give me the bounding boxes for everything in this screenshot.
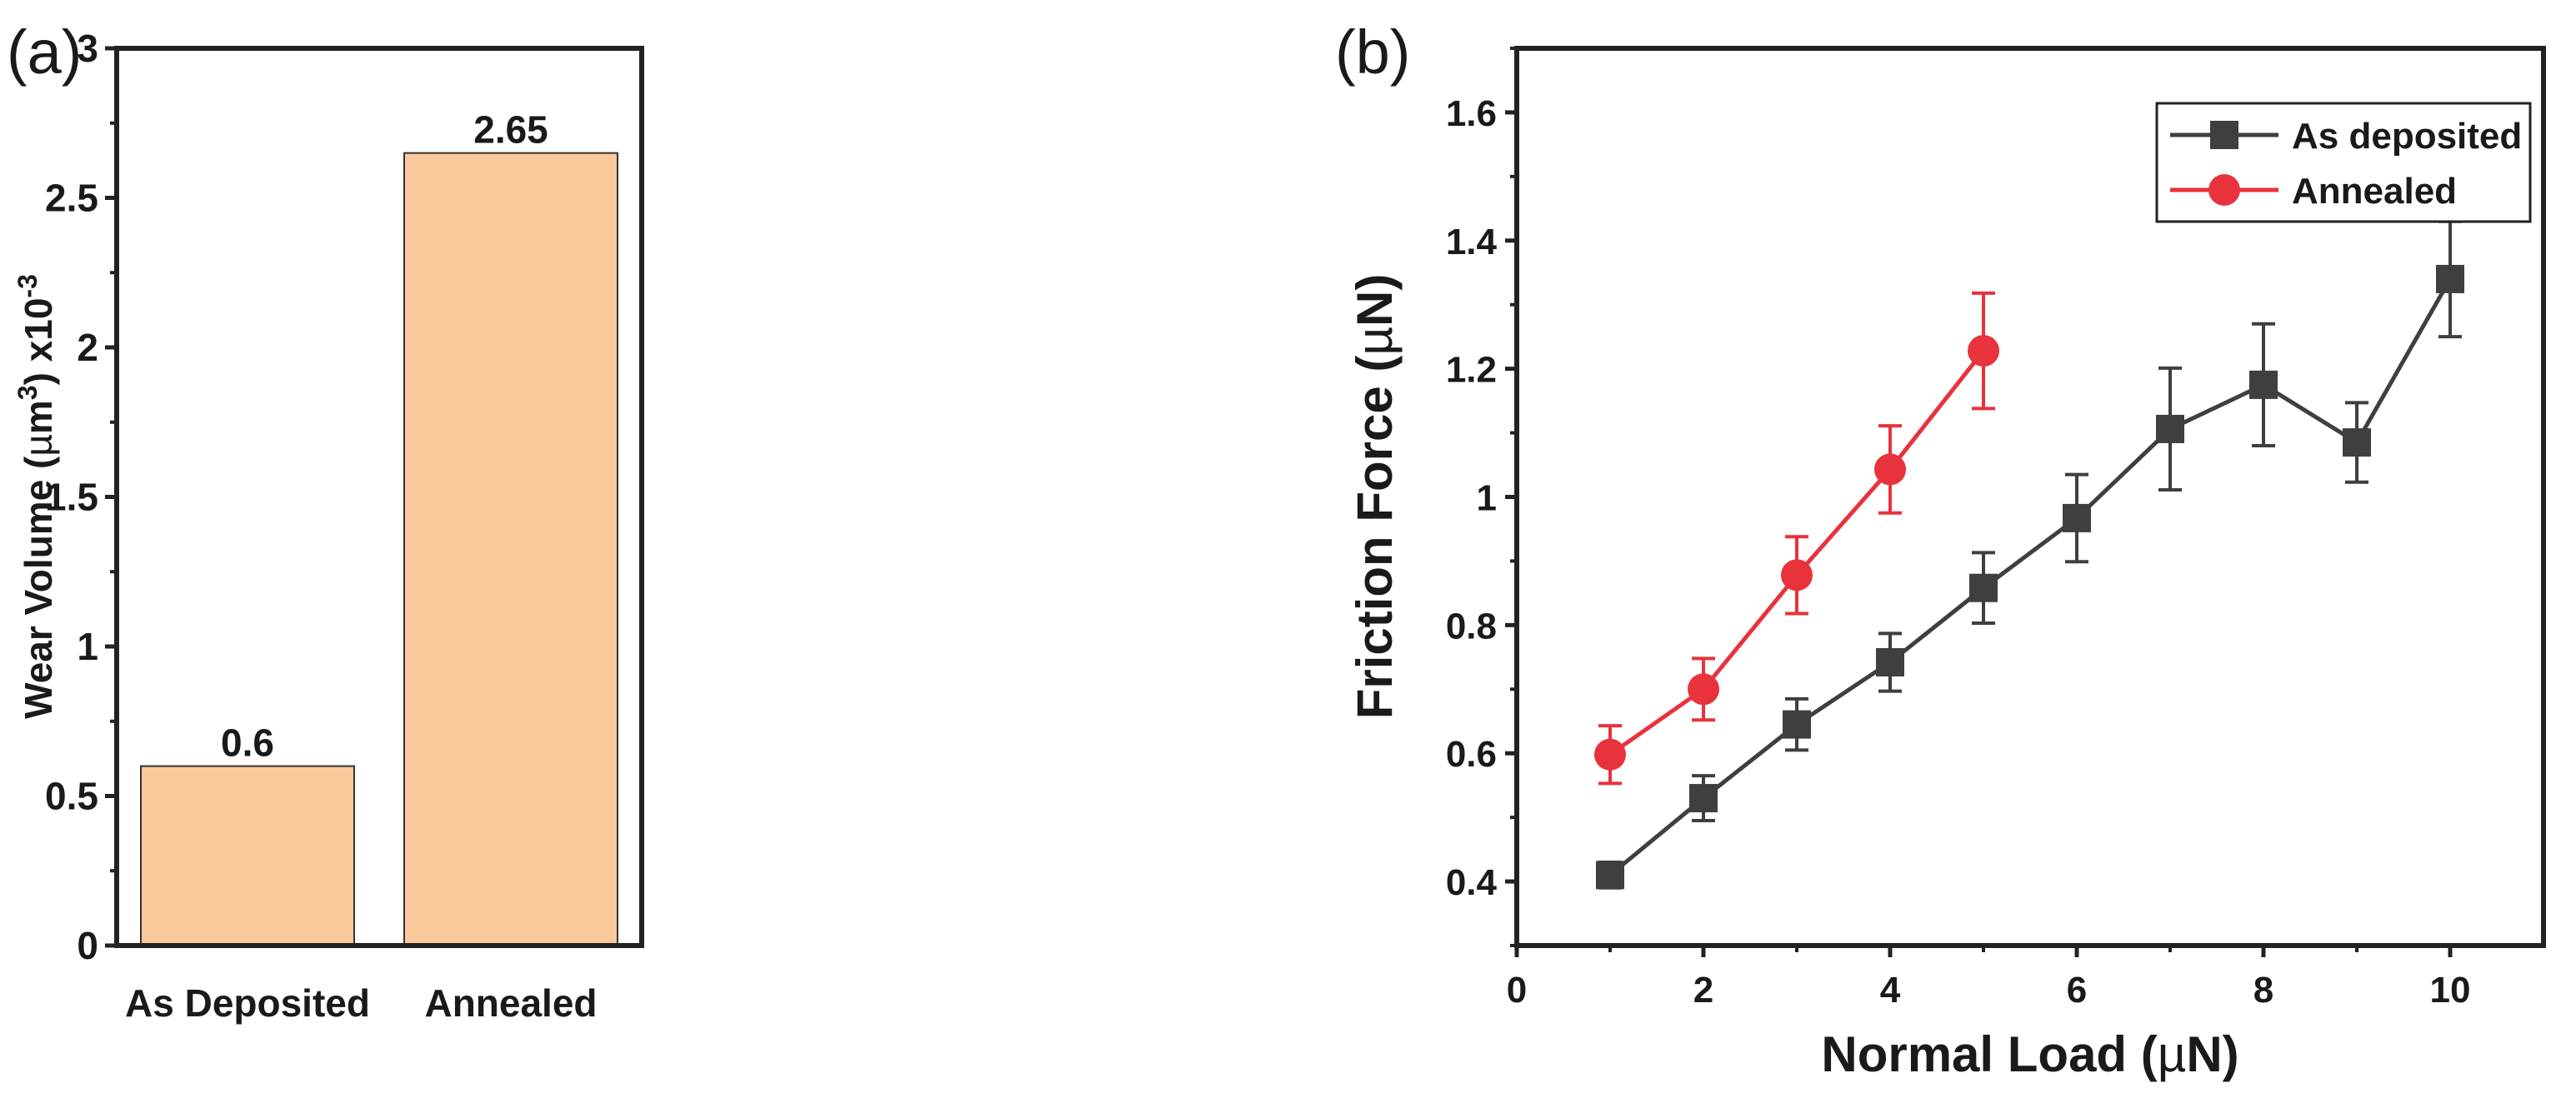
y-label-mu: µ	[17, 434, 60, 457]
data-point-square	[1876, 647, 1904, 676]
y-tick-label: 0.8	[1446, 606, 1497, 646]
y-tick-label: 0.5	[45, 775, 98, 818]
y-label-unit: m	[17, 400, 60, 434]
x-label-mu: µ	[2158, 1026, 2187, 1082]
y-tick-label: 0	[77, 924, 98, 967]
y-tick-label: 1.2	[1446, 350, 1497, 391]
x-axis-label: Normal Load (µN)	[1821, 1026, 2238, 1082]
data-point-square	[2063, 503, 2091, 532]
y-label-prefix: Wear Volume (	[17, 456, 60, 719]
panel-a-label: (a)	[7, 17, 82, 87]
y-axis-label: Friction Force (µN)	[1347, 274, 1403, 720]
x-label-suffix: N)	[2186, 1026, 2238, 1082]
y-label-suffix: N)	[1347, 274, 1403, 327]
bar-value-label: 0.6	[221, 721, 274, 765]
data-point-square	[1969, 573, 1998, 602]
x-tick-label: 4	[1880, 970, 1901, 1011]
x-tick-label: 10	[2430, 970, 2471, 1011]
panel-b-label: (b)	[1335, 17, 1410, 87]
x-axis-category-labels: As Deposited Annealed	[125, 981, 598, 1025]
y-tick-label: 2.5	[45, 177, 98, 220]
data-point-circle	[1594, 738, 1626, 771]
y-tick-label: 3	[77, 27, 98, 70]
axis-ticks: 0 2 4 6 8 10 0.4 0.6 0.8 1 1.2 1.4 1.6	[1446, 47, 2471, 1011]
data-point-square	[2156, 414, 2184, 443]
y-tick-label: 2	[77, 326, 98, 369]
series-as-deposited	[1596, 219, 2464, 890]
y-tick-label: 1	[1477, 478, 1497, 519]
y-tick-label: 1.5	[45, 476, 98, 519]
y-tick-label: 1	[77, 625, 98, 668]
bar-group	[140, 152, 618, 946]
x-tick-label: 2	[1693, 970, 1713, 1011]
y-label-suffix: ) x10	[17, 298, 60, 386]
legend-entry-label: As deposited	[2292, 116, 2522, 157]
panel-a-wear-volume-bar-chart: (a) 0 0.5 1 1.5 2 2.5 3 As Deposited Annealed 0…	[7, 17, 644, 1025]
y-tick-label: 0.4	[1446, 862, 1498, 903]
y-label-mu: µ	[1347, 327, 1403, 356]
data-point-circle	[1781, 559, 1813, 591]
y-axis-label: Wear Volume (µm3) x10-3	[13, 274, 60, 719]
x-label-prefix: Normal Load (	[1821, 1026, 2157, 1082]
data-point-square	[2249, 370, 2278, 399]
y-label-superscript: 3	[13, 385, 43, 400]
data-point-square	[1596, 861, 1624, 890]
data-point-circle	[1874, 453, 1906, 486]
data-point-square	[2343, 428, 2371, 457]
series-annealed	[1594, 291, 1999, 786]
series-line	[1608, 277, 2453, 877]
legend-entry-label: Annealed	[2292, 171, 2457, 212]
legend-marker-square	[2210, 121, 2238, 149]
panel-b-friction-line-chart: (b) 0 2 4 6 8 10 0.4 0.6 0.8 1 1.2 1.4 1.6 As deposi…	[1335, 17, 2546, 1082]
bar-value-label: 2.65	[473, 108, 548, 152]
x-tick-label: 0	[1507, 970, 1527, 1011]
y-tick-label: 1.4	[1446, 222, 1498, 262]
y-axis-ticks: 0 0.5 1 1.5 2 2.5 3	[45, 27, 117, 967]
y-tick-label: 0.6	[1446, 734, 1497, 775]
series-group	[1594, 219, 2464, 890]
x-tick-label: 6	[2067, 970, 2087, 1011]
bar-value-labels: 0.6 2.65	[221, 108, 548, 765]
data-point-square	[2436, 264, 2464, 293]
legend: As deposited Annealed	[2155, 102, 2532, 223]
data-point-square	[1689, 784, 1718, 813]
x-tick-label: As Deposited	[125, 981, 370, 1025]
y-tick-label: 1.6	[1446, 93, 1497, 134]
legend-marker-circle	[2208, 174, 2240, 206]
data-point-circle	[1968, 335, 1999, 367]
y-label-exponent: -3	[13, 274, 43, 297]
bar	[140, 765, 355, 946]
x-tick-label: 8	[2253, 970, 2273, 1011]
x-tick-label: Annealed	[424, 981, 597, 1025]
data-point-circle	[1688, 673, 1719, 706]
y-label-prefix: Friction Force (	[1347, 356, 1403, 720]
bar	[403, 152, 618, 946]
data-point-square	[1783, 710, 1811, 739]
